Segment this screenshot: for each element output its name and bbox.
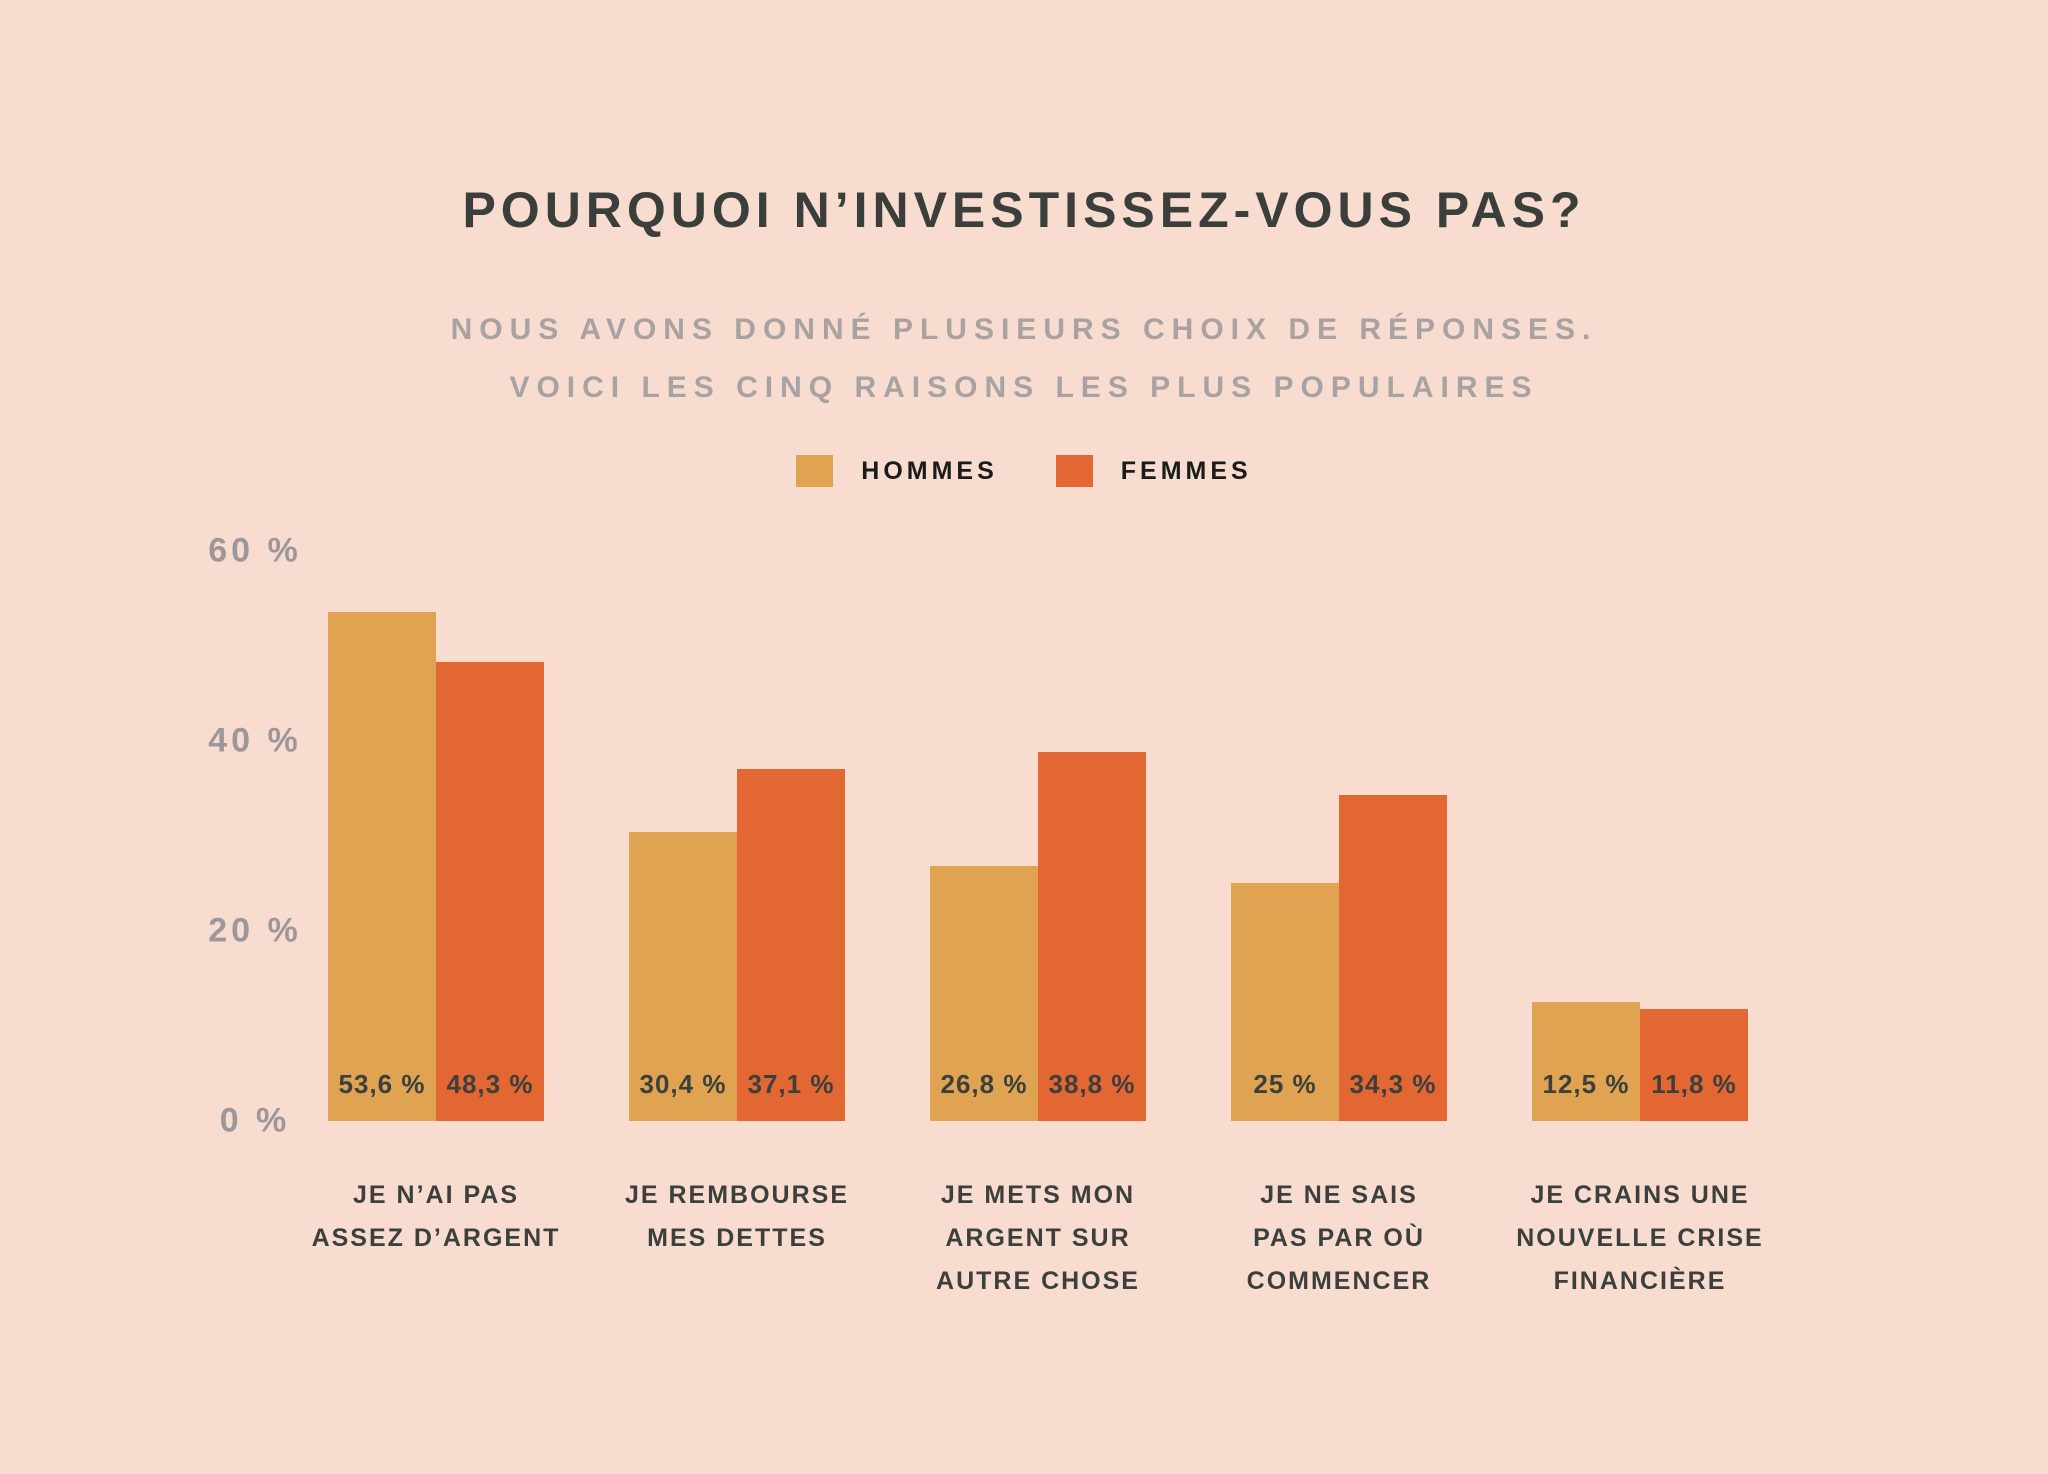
bar-value-hommes-3: 26,8 % (940, 1069, 1028, 1099)
y-axis-label-20: 20 % (208, 911, 302, 950)
y-axis-label-60: 60 % (208, 531, 302, 570)
legend-item-hommes: HOMMES (796, 455, 998, 487)
category-label-line: FINANCIÈRE (1553, 1267, 1727, 1295)
category-label-line: ASSEZ D’ARGENT (311, 1224, 561, 1252)
legend-swatch-femmes (1055, 455, 1093, 487)
category-label-line: COMMENCER (1246, 1267, 1432, 1295)
bar-value-hommes-1: 53,6 % (338, 1069, 426, 1099)
legend-swatch-hommes (796, 455, 834, 487)
category-label-2: JE REMBOURSE MES DETTES (567, 1174, 907, 1260)
legend-label-femmes: FEMMES (1120, 456, 1252, 485)
bar-value-femmes-3: 38,8 % (1048, 1069, 1136, 1099)
bar-value-hommes-2: 30,4 % (639, 1069, 727, 1099)
bar-femmes-3 (1038, 752, 1146, 1121)
bar-femmes-1 (436, 662, 544, 1121)
y-axis-label-40: 40 % (208, 721, 302, 760)
bar-value-femmes-5: 11,8 % (1651, 1069, 1737, 1099)
bar-femmes-5 (1640, 1009, 1748, 1121)
category-label-line: MES DETTES (647, 1224, 827, 1252)
legend-label-hommes: HOMMES (861, 456, 998, 485)
bar-value-hommes-5: 12,5 % (1542, 1069, 1630, 1099)
category-label-3: JE METS MON ARGENT SUR AUTRE CHOSE (868, 1174, 1208, 1303)
bar-hommes-5 (1532, 1002, 1640, 1121)
category-label-line: JE CRAINS UNE (1530, 1181, 1750, 1209)
chart-legend: HOMMES FEMMES (0, 455, 2048, 487)
category-label-line: JE REMBOURSE (624, 1181, 850, 1209)
bar-hommes-4 (1231, 883, 1339, 1121)
y-axis-label-0: 0 % (219, 1101, 291, 1140)
category-label-line: PAS PAR OÙ (1253, 1224, 1425, 1252)
subtitle-line-1: NOUS AVONS DONNÉ PLUSIEURS CHOIX DE RÉPO… (450, 313, 1598, 346)
bar-value-femmes-4: 34,3 % (1349, 1069, 1437, 1099)
category-label-line: AUTRE CHOSE (936, 1267, 1140, 1295)
bar-femmes-4 (1339, 795, 1447, 1121)
bar-hommes-1 (328, 612, 436, 1121)
subtitle-line-2: VOICI LES CINQ RAISONS LES PLUS POPULAIR… (509, 371, 1539, 404)
category-label-5: JE CRAINS UNE NOUVELLE CRISE FINANCIÈRE (1470, 1174, 1810, 1303)
category-label-1: JE N’AI PAS ASSEZ D’ARGENT (266, 1174, 606, 1260)
chart-subtitle: NOUS AVONS DONNÉ PLUSIEURS CHOIX DE RÉPO… (0, 301, 2048, 417)
category-label-4: JE NE SAIS PAS PAR OÙ COMMENCER (1169, 1174, 1509, 1303)
category-label-line: JE METS MON (940, 1181, 1136, 1209)
bar-value-hommes-4: 25 % (1253, 1069, 1317, 1099)
bar-hommes-3 (930, 866, 1038, 1121)
bar-hommes-2 (629, 832, 737, 1121)
category-label-line: JE N’AI PAS (352, 1181, 520, 1209)
bar-femmes-2 (737, 769, 845, 1121)
category-label-line: ARGENT SUR (945, 1224, 1131, 1252)
bar-value-femmes-2: 37,1 % (747, 1069, 835, 1099)
bar-value-femmes-1: 48,3 % (446, 1069, 534, 1099)
category-label-line: JE NE SAIS (1260, 1181, 1418, 1209)
chart-title: POURQUOI N’INVESTISSEZ-VOUS PAS? (462, 182, 1586, 238)
category-label-line: NOUVELLE CRISE (1516, 1224, 1764, 1252)
legend-item-femmes: FEMMES (1055, 455, 1252, 487)
